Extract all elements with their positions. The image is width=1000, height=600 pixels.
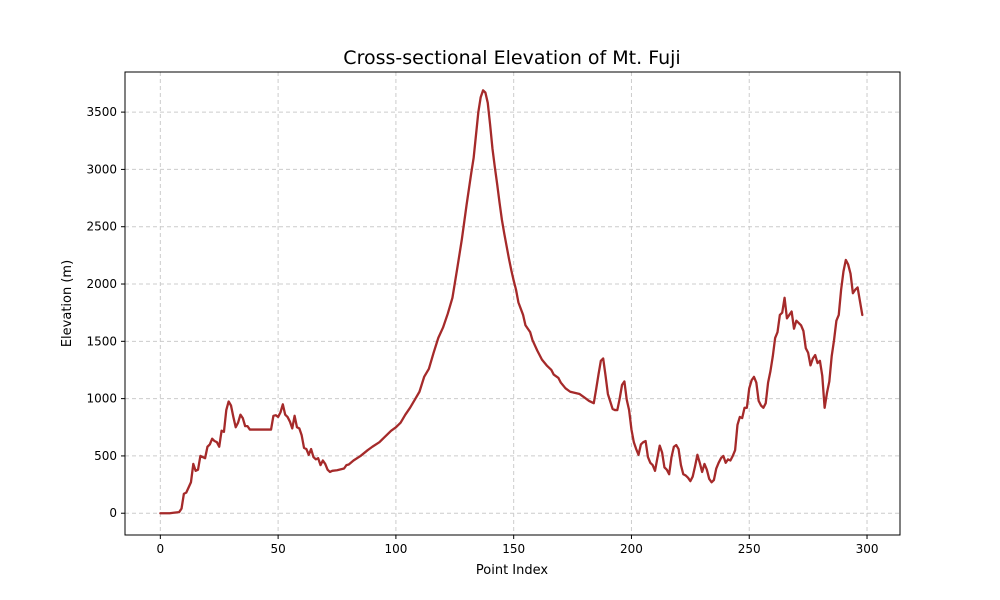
y-tick-label: 2500 [86,220,117,234]
x-tick-label: 150 [502,542,525,556]
chart-title: Cross-sectional Elevation of Mt. Fuji [343,47,680,69]
x-tick-label: 250 [738,542,761,556]
y-tick-label: 3000 [86,162,117,176]
y-axis-ticks: 0 500 1000 1500 2000 2500 3000 3500 [86,105,125,520]
plot-frame [124,71,901,536]
y-tick-label: 0 [109,506,117,520]
series-layer [159,89,864,515]
x-tick-label: 100 [384,542,407,556]
x-tick-label: 50 [270,542,285,556]
y-tick-label: 2000 [86,277,117,291]
y-tick-label: 1500 [86,334,117,348]
x-tick-label: 300 [856,542,879,556]
grid-lines [125,72,900,535]
y-axis-label: Elevation (m) [60,260,75,347]
x-axis-ticks: 0 50 100 150 200 250 300 [157,535,879,556]
y-tick-label: 1000 [86,392,117,406]
elevation-line [159,89,864,515]
y-tick-label: 500 [94,449,117,463]
x-tick-label: 0 [157,542,165,556]
y-tick-label: 3500 [86,105,117,119]
x-tick-label: 200 [620,542,643,556]
x-axis-label: Point Index [476,563,549,578]
